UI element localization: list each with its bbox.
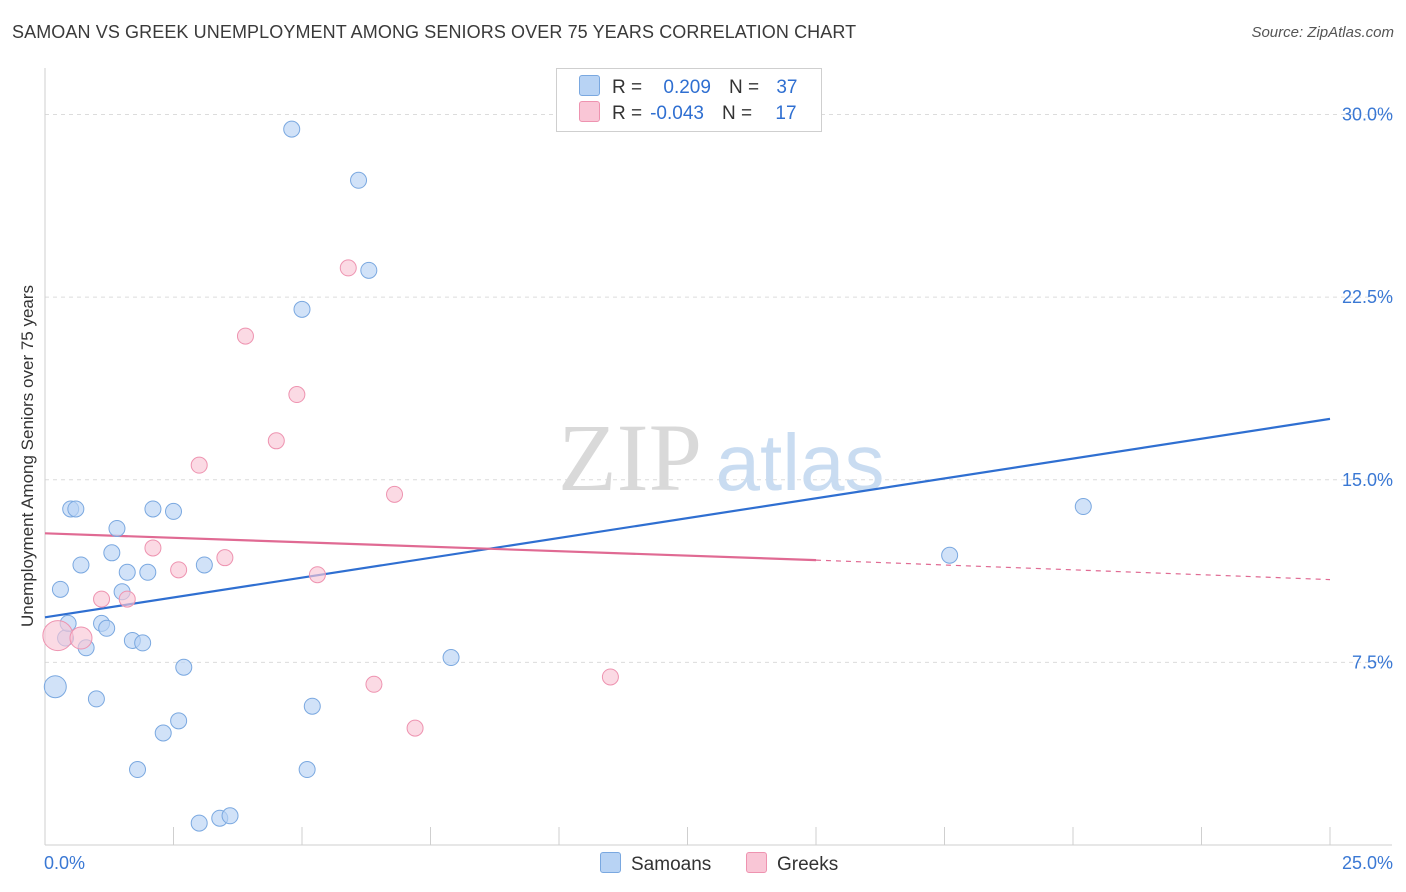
samoan-point [941, 546, 959, 564]
samoan-point [350, 171, 368, 189]
samoan-point [170, 712, 188, 730]
axes [44, 68, 1392, 846]
samoan-point [303, 697, 321, 715]
n-value: 17 [775, 103, 797, 124]
greeks-swatch [746, 852, 767, 873]
samoan-point [103, 544, 121, 562]
samoan-point [221, 807, 239, 825]
samoans-swatch [600, 852, 621, 873]
y-tick-label: 15.0% [1342, 470, 1393, 490]
samoan-point [51, 580, 69, 598]
legend-row-greeks: R = -0.043 N = 17 [579, 101, 797, 125]
greek-point [118, 590, 136, 608]
samoan-point [175, 658, 193, 676]
samoan-point [360, 261, 378, 279]
r-value: -0.043 [650, 103, 704, 124]
grid-lines [45, 114, 1392, 663]
r-value: 0.209 [663, 77, 711, 98]
samoan-point [165, 502, 182, 520]
samoan-point [298, 761, 316, 779]
samoan-point [139, 563, 157, 581]
greek-point [69, 626, 93, 650]
greeks-trend-line [44, 532, 817, 562]
samoan-point [293, 300, 311, 318]
greek-point [308, 566, 326, 584]
samoan-point [154, 724, 172, 742]
samoan-point [72, 556, 90, 574]
greek-point [144, 539, 162, 557]
y-tick-label: 22.5% [1342, 287, 1393, 307]
n-label: N = [721, 103, 753, 124]
samoan-point [108, 519, 126, 537]
greek-point [365, 675, 383, 693]
samoan-point [67, 500, 85, 518]
data-points [42, 120, 1092, 832]
samoan-point [43, 675, 67, 699]
samoan-point [87, 690, 105, 708]
x-tick-label: 0.0% [44, 853, 85, 873]
samoan-point [129, 761, 147, 779]
samoan-point [98, 619, 116, 637]
samoans-trend-line [44, 417, 1331, 619]
greek-point [406, 719, 424, 737]
greek-point [42, 620, 74, 652]
greek-point [386, 485, 404, 503]
y-axis-label: Unemployment Among Seniors over 75 years [18, 285, 37, 627]
samoans-label: Samoans [631, 854, 712, 875]
y-tick-label: 7.5% [1352, 652, 1393, 672]
greek-point [601, 668, 619, 686]
n-value: 37 [776, 77, 798, 98]
x-tick-label: 25.0% [1342, 853, 1393, 873]
legend-samoans: Samoans [600, 852, 711, 876]
greek-point [216, 549, 234, 567]
samoan-point [190, 814, 208, 832]
samoan-point [118, 563, 136, 581]
greeks-label: Greeks [777, 854, 839, 875]
y-tick-label: 30.0% [1342, 105, 1393, 125]
legend-row-samoans: R = 0.209 N = 37 [579, 75, 797, 99]
watermark-zip: ZIP [558, 404, 702, 511]
greek-point [267, 432, 285, 450]
greek-point [339, 259, 357, 277]
correlation-legend: R = 0.209 N = 37 R = -0.043 N = 17 [556, 68, 822, 132]
greeks-swatch [579, 101, 600, 122]
greek-point [170, 561, 188, 579]
tick-labels: 7.5% 15.0% 22.5% 30.0% 0.0% 25.0% [44, 105, 1393, 873]
watermark-atlas: atlas [716, 418, 885, 507]
samoans-swatch [579, 75, 600, 96]
greek-point [93, 590, 111, 608]
samoan-point [442, 649, 460, 667]
r-label: R = [612, 103, 643, 124]
n-label: N = [728, 77, 760, 98]
samoan-point [283, 120, 301, 138]
chart-title: SAMOAN VS GREEK UNEMPLOYMENT AMONG SENIO… [12, 22, 857, 42]
greeks-trend-extension [815, 559, 1331, 581]
greek-point [236, 327, 254, 345]
legend-greeks: Greeks [746, 852, 838, 876]
greek-point [190, 456, 208, 474]
samoan-point [1074, 498, 1092, 516]
samoan-point [195, 556, 213, 574]
greek-point [288, 386, 306, 404]
samoan-point [144, 500, 162, 518]
samoan-point [134, 634, 152, 652]
r-label: R = [612, 77, 643, 98]
source-label: Source: ZipAtlas.com [1251, 24, 1394, 41]
trend-lines [44, 417, 1331, 619]
